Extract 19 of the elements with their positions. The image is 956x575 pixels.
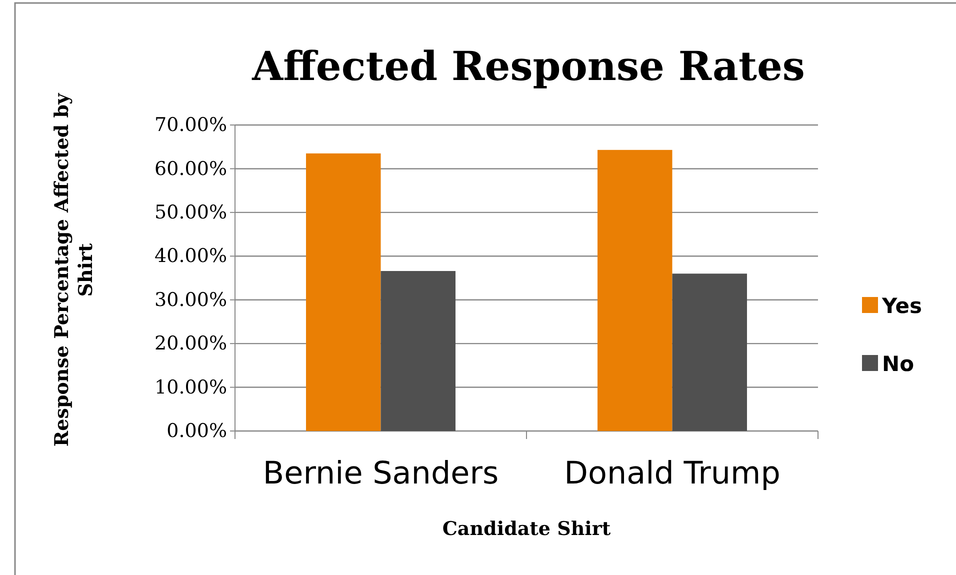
x-axis-title: Candidate Shirt [442, 518, 611, 540]
y-tick-label: 0.00% [166, 420, 227, 442]
bar [380, 271, 456, 431]
bar [306, 153, 381, 431]
legend-label: No [882, 352, 914, 376]
legend-label: Yes [881, 294, 922, 318]
chart-title: Affected Response Rates [251, 43, 805, 90]
y-tick-label: 30.00% [154, 288, 227, 311]
x-tick-label: Bernie Sanders [262, 456, 499, 492]
x-tick-label: Donald Trump [564, 456, 780, 492]
y-tick-label: 10.00% [154, 376, 227, 398]
bar [672, 274, 747, 431]
y-axis-title: Response Percentage Affected by Shirt [51, 92, 97, 447]
y-tick-label: 50.00% [154, 202, 227, 224]
y-tick-label: 40.00% [154, 245, 227, 268]
y-tick-label: 60.00% [154, 158, 227, 180]
bar [598, 150, 672, 431]
y-tick-label: 70.00% [154, 114, 227, 136]
y-tick-label: 20.00% [154, 332, 227, 355]
